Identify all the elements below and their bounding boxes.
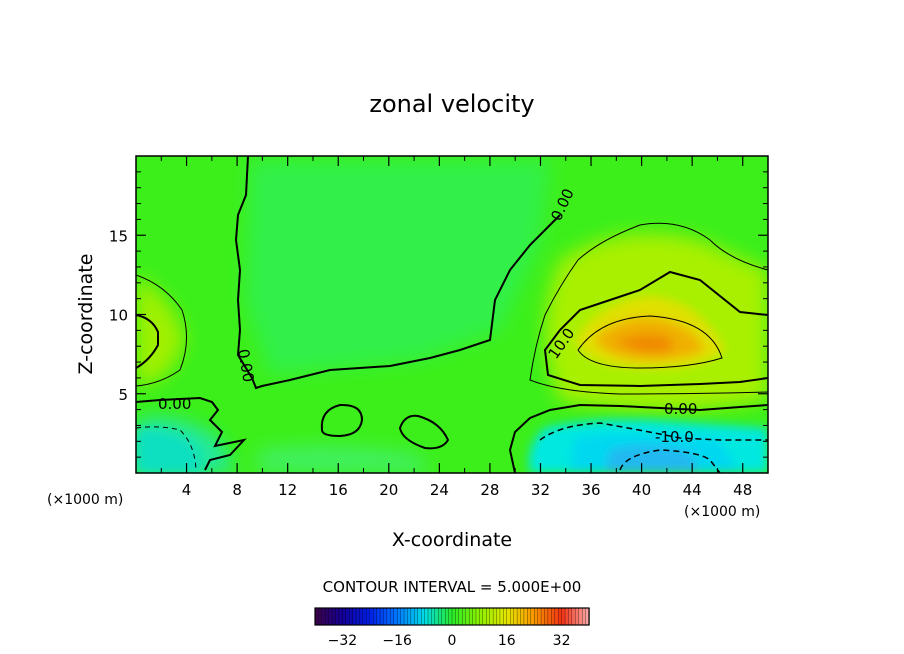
contour-negative-dashed-left — [136, 426, 197, 471]
contour-label-minus-ten: -10.0 — [655, 428, 694, 446]
x-tick-label: 28 — [480, 481, 499, 499]
colorbar: −32 −16 0 16 32 — [314, 607, 590, 649]
x-tick-label: 8 — [232, 481, 242, 499]
x-axis-label: X-coordinate — [392, 529, 512, 551]
field-greenish-upper — [245, 160, 550, 375]
contour-five-left-thin — [136, 274, 187, 387]
colorbar-tick-label: 32 — [553, 633, 571, 649]
contour-negative-dashed-1 — [539, 422, 768, 441]
x-tick-label: 4 — [182, 481, 192, 499]
field-negative-bottom-mid — [255, 446, 430, 473]
field-negative-blue-core — [605, 445, 700, 473]
y-axis-label: Z-coordinate — [75, 254, 97, 375]
colorbar-tick-label: 16 — [498, 633, 516, 649]
contour-label-zero-right: 0.00 — [664, 400, 697, 418]
x-tick-label: 12 — [278, 481, 297, 499]
contour-five-right-thin — [529, 222, 768, 395]
contour-label-zero-left: 0.00 — [158, 395, 191, 413]
contour-zero-blob-2 — [398, 414, 450, 450]
field-negative-left-cyan — [136, 429, 205, 473]
colorbar-tick-label: −32 — [328, 633, 358, 649]
x-tick-label: 16 — [329, 481, 348, 499]
contour-zero-blob-1 — [320, 403, 364, 438]
contour-zero-lowleft — [136, 396, 247, 471]
contour-label-zero-mid: 0.00 — [234, 348, 258, 384]
x-tick-label: 20 — [379, 481, 398, 499]
colorbar-tick-label: −16 — [382, 633, 412, 649]
x-tick-label: 44 — [683, 481, 702, 499]
x-axis: 4 8 12 16 20 24 28 32 36 40 44 48 — [160, 156, 752, 499]
y-tick-label: 15 — [109, 227, 128, 245]
x-tick-label: 36 — [581, 481, 600, 499]
x-unit-right: (×1000 m) — [684, 504, 760, 520]
colorbar-tick-label: 0 — [448, 633, 457, 649]
x-tick-label: 32 — [531, 481, 550, 499]
contour-zero-main — [234, 156, 561, 390]
contour-zero-right-lower — [508, 403, 768, 473]
contour-fifteen-right — [577, 315, 723, 369]
contour-zero-left — [136, 314, 159, 369]
field-jet-core — [615, 334, 674, 353]
contour-field — [136, 156, 768, 473]
x-unit-left: (×1000 m) — [47, 492, 123, 508]
y-axis: 5 10 15 — [109, 171, 768, 458]
x-tick-label: 48 — [733, 481, 752, 499]
chart-title: zonal velocity — [369, 90, 534, 118]
contour-ten-right — [543, 270, 768, 388]
y-tick-label: 5 — [118, 386, 128, 404]
colorbar-frame — [314, 607, 590, 626]
contour-interval-text: CONTOUR INTERVAL = 5.000E+00 — [323, 578, 582, 596]
x-tick-label: 24 — [430, 481, 449, 499]
contour-negative-dashed-2 — [619, 449, 721, 473]
x-tick-label: 40 — [632, 481, 651, 499]
y-tick-label: 10 — [109, 307, 128, 325]
contour-lines — [136, 156, 768, 473]
